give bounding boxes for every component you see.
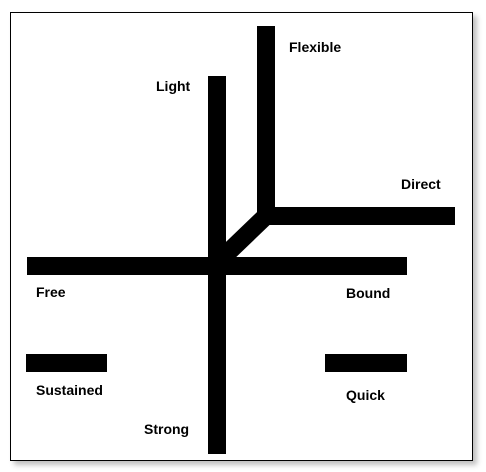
label-quick: Quick: [346, 387, 385, 403]
label-free: Free: [36, 284, 66, 300]
label-sustained: Sustained: [36, 382, 103, 398]
diagonal-connector: [210, 207, 275, 270]
label-bound: Bound: [346, 285, 391, 301]
flexible-branch: [257, 26, 275, 216]
label-light: Light: [156, 78, 191, 94]
label-strong: Strong: [144, 421, 190, 437]
sustained-bar: [26, 354, 107, 372]
quick-bar: [325, 354, 407, 372]
label-direct: Direct: [401, 176, 441, 192]
label-flexible: Flexible: [289, 39, 342, 55]
direct-branch: [262, 207, 455, 225]
free-bound-axis: [27, 257, 407, 275]
